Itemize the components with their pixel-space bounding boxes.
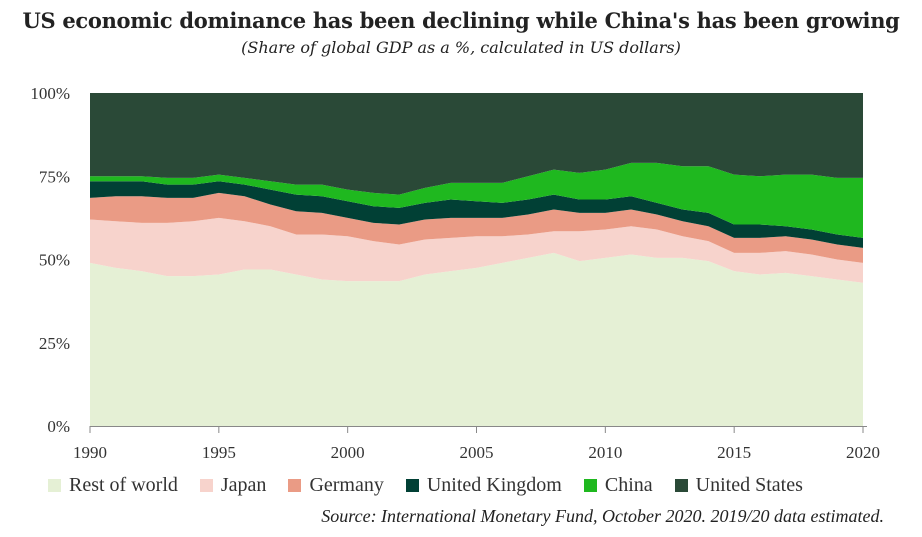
x-tick-label: 2015 — [717, 443, 751, 462]
x-tick-label: 2010 — [588, 443, 622, 462]
legend-item-germany: Germany — [288, 474, 384, 497]
source-note: Source: International Monetary Fund, Oct… — [321, 506, 884, 526]
area-china — [90, 162, 863, 238]
legend-swatch — [674, 479, 688, 492]
legend-swatch — [288, 479, 302, 492]
area-layers — [90, 93, 863, 426]
legend-label: China — [604, 474, 653, 496]
x-tick-label: 1990 — [73, 443, 107, 462]
legend-swatch — [48, 479, 61, 492]
legend-label: Germany — [309, 474, 384, 496]
y-tick-label: 75% — [39, 167, 70, 186]
chart-legend: Rest of world Japan Germany United Kingdom C… — [48, 474, 825, 497]
y-tick-label: 25% — [39, 334, 70, 353]
area-germany — [90, 192, 863, 263]
x-tick-label: 2020 — [846, 443, 880, 462]
area-united-kingdom — [90, 181, 863, 248]
y-tick-label: 100% — [30, 84, 70, 103]
legend-swatch — [583, 479, 597, 492]
area-japan — [90, 217, 863, 283]
legend-item-china: China — [583, 474, 653, 497]
legend-item-rest-of-world: Rest of world — [48, 474, 178, 497]
legend-item-united-kingdom: United Kingdom — [405, 474, 562, 497]
chart-subtitle: (Share of global GDP as a %, calculated … — [241, 38, 681, 57]
area-united-states — [90, 93, 863, 195]
x-tick-label: 2000 — [331, 443, 365, 462]
y-tick-label: 50% — [39, 251, 70, 270]
area-rest-of-world — [90, 252, 863, 426]
x-tick-label: 1995 — [202, 443, 236, 462]
legend-swatch — [199, 479, 213, 492]
legend-swatch — [405, 479, 419, 492]
x-tick-label: 2005 — [460, 443, 494, 462]
chart-title: US economic dominance has been declining… — [22, 8, 900, 33]
y-tick-label: 0% — [47, 417, 70, 436]
legend-item-united-states: United States — [674, 474, 803, 497]
legend-label: Japan — [220, 474, 267, 496]
axes: 0% 25% 50% 75% 100% 1990 1995 2000 2005 2010 2015 2… — [30, 84, 880, 462]
legend-label: Rest of world — [69, 474, 178, 496]
legend-label: United Kingdom — [426, 474, 562, 496]
legend-item-japan: Japan — [199, 474, 267, 497]
legend-label: United States — [695, 474, 803, 496]
